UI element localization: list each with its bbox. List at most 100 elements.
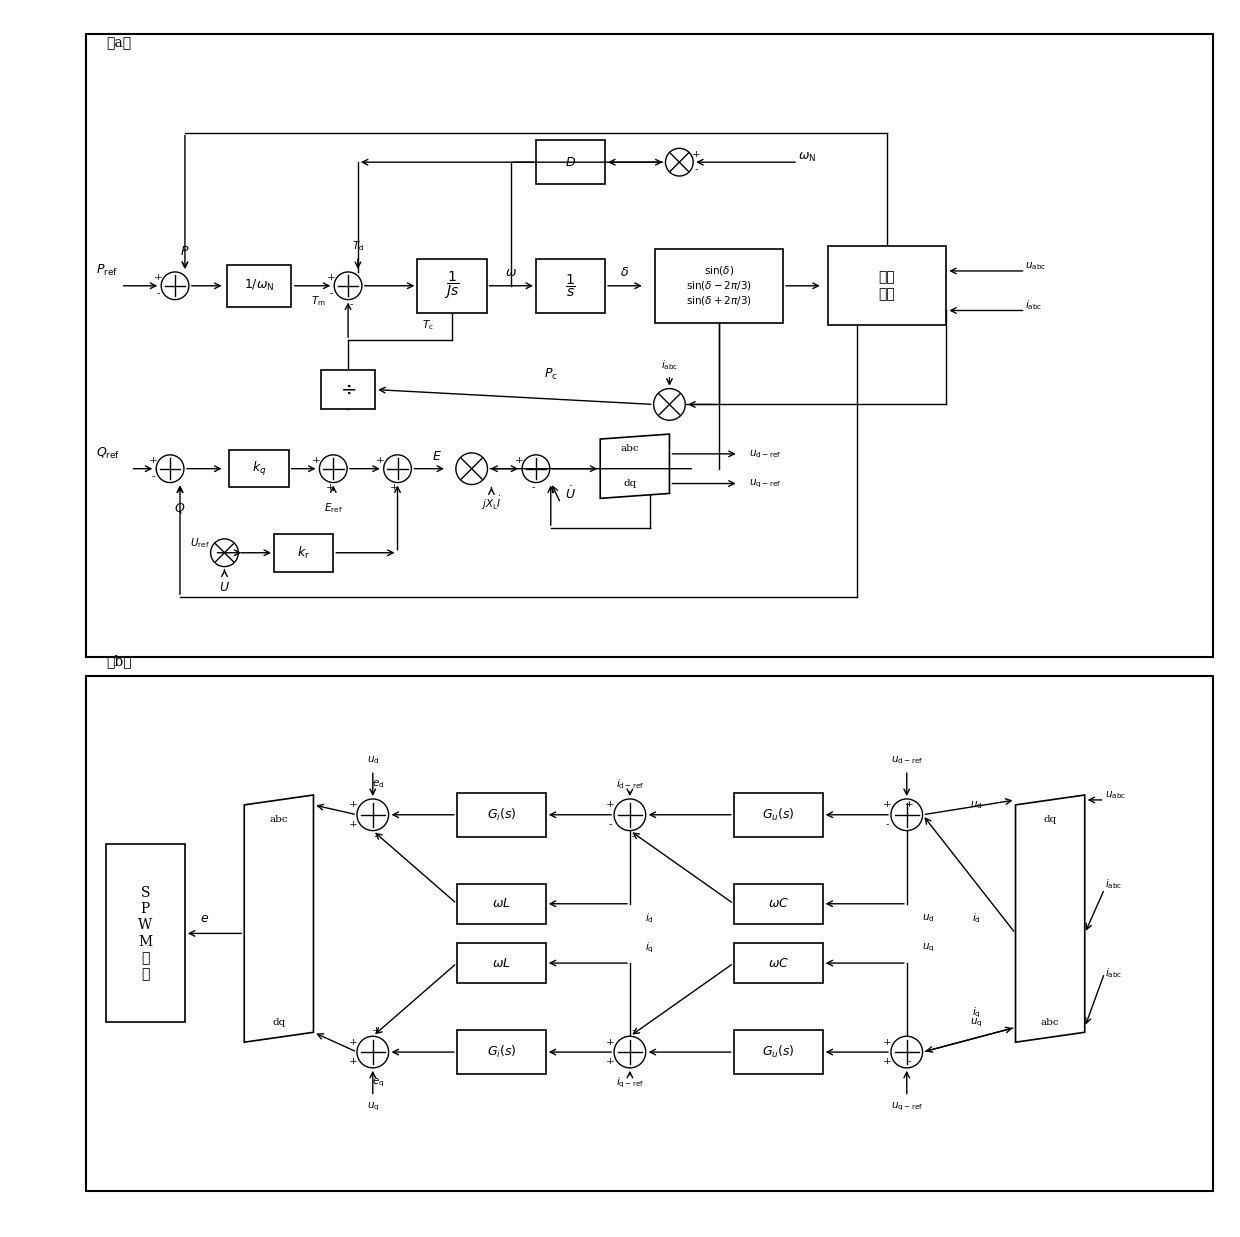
Text: dq: dq	[273, 1018, 285, 1027]
Text: +: +	[372, 1025, 381, 1035]
Text: +: +	[348, 1038, 357, 1047]
Bar	[229, 450, 289, 487]
Text: +: +	[154, 273, 162, 282]
Text: $P$: $P$	[180, 245, 190, 257]
Text: $\dfrac{1}{Js}$: $\dfrac{1}{Js}$	[444, 270, 460, 302]
Circle shape	[357, 799, 388, 830]
Text: $1/\omega_{\rm N}$: $1/\omega_{\rm N}$	[244, 278, 274, 293]
Text: $i_{\rm abc}$: $i_{\rm abc}$	[1025, 298, 1043, 313]
Text: +: +	[605, 1038, 615, 1047]
Text: S
P
W
M
调
制: S P W M 调 制	[138, 886, 153, 981]
Text: $i_{\rm abc}$: $i_{\rm abc}$	[661, 357, 678, 372]
Text: $i_{\rm abc}$: $i_{\rm abc}$	[1105, 877, 1122, 891]
Text: +: +	[883, 1038, 892, 1047]
Circle shape	[156, 455, 184, 482]
Text: $T_{\rm m}$: $T_{\rm m}$	[311, 293, 326, 308]
Text: $\div$: $\div$	[340, 381, 356, 398]
Text: $u_{\rm q-ref}$: $u_{\rm q-ref}$	[890, 1100, 923, 1112]
Bar	[227, 265, 291, 307]
Bar	[456, 793, 546, 837]
Text: $G_u(s)$: $G_u(s)$	[761, 1044, 795, 1060]
Text: $i_{\rm abc}$: $i_{\rm abc}$	[1105, 966, 1122, 980]
Bar	[418, 259, 486, 313]
Text: $e_{\rm q}$: $e_{\rm q}$	[372, 1076, 384, 1089]
Bar	[456, 944, 546, 983]
Text: $\dfrac{1}{s}$: $\dfrac{1}{s}$	[565, 272, 575, 299]
Text: $i_{\rm q}$: $i_{\rm q}$	[972, 1006, 981, 1019]
Bar	[86, 677, 1213, 1190]
Text: $u_{\rm q}$: $u_{\rm q}$	[970, 1017, 982, 1029]
Text: $E$: $E$	[432, 450, 441, 464]
Circle shape	[383, 455, 412, 482]
Text: +: +	[149, 456, 157, 465]
Polygon shape	[600, 434, 670, 499]
Bar	[536, 259, 605, 313]
Text: 功率
计算: 功率 计算	[879, 271, 895, 301]
Text: $T_{\rm d}$: $T_{\rm d}$	[352, 239, 365, 254]
Text: $\omega C$: $\omega C$	[768, 897, 789, 910]
Text: $jX_{\rm L}\dot{I}$: $jX_{\rm L}\dot{I}$	[481, 495, 502, 512]
Bar	[734, 884, 822, 924]
Bar	[536, 140, 605, 184]
Text: $Q$: $Q$	[175, 501, 186, 516]
Circle shape	[522, 455, 549, 482]
Circle shape	[161, 272, 188, 299]
Text: $u_{\rm abc}$: $u_{\rm abc}$	[1025, 260, 1047, 272]
Text: $\omega L$: $\omega L$	[492, 956, 511, 970]
Text: -: -	[694, 166, 698, 174]
Text: $u_{\rm d}$: $u_{\rm d}$	[367, 755, 379, 766]
Text: +: +	[605, 800, 615, 809]
Text: +: +	[376, 456, 386, 465]
Text: $u_{\rm d}$: $u_{\rm d}$	[970, 799, 982, 810]
Text: $e_{\rm d}$: $e_{\rm d}$	[372, 778, 384, 790]
Text: $G_i(s)$: $G_i(s)$	[486, 807, 516, 823]
Bar	[655, 249, 784, 323]
Text: $\delta$: $\delta$	[620, 266, 630, 280]
Text: -: -	[885, 820, 889, 829]
Polygon shape	[244, 795, 314, 1043]
Text: $U$: $U$	[219, 581, 229, 594]
Text: $\omega L$: $\omega L$	[492, 897, 511, 910]
Text: -: -	[609, 820, 611, 829]
Text: $i_{\rm q}$: $i_{\rm q}$	[645, 941, 653, 955]
Text: -: -	[350, 301, 353, 309]
Bar	[456, 1030, 546, 1074]
Bar	[321, 370, 376, 409]
Bar	[86, 33, 1213, 657]
Circle shape	[666, 148, 693, 176]
Text: -: -	[631, 1025, 635, 1035]
Circle shape	[456, 453, 487, 485]
Text: -: -	[531, 482, 534, 492]
Circle shape	[335, 272, 362, 299]
Text: （a）: （a）	[105, 37, 131, 51]
Text: $i_{\rm d}$: $i_{\rm d}$	[645, 912, 653, 925]
Circle shape	[653, 388, 686, 421]
Text: $\dot{U}$: $\dot{U}$	[565, 485, 577, 502]
Text: $\omega$: $\omega$	[505, 266, 517, 280]
Text: $k_{q}$: $k_{q}$	[252, 460, 267, 477]
Circle shape	[320, 455, 347, 482]
Text: $u_{\rm q}$: $u_{\rm q}$	[921, 943, 934, 955]
Polygon shape	[1016, 795, 1085, 1043]
Text: $i_{\rm d}$: $i_{\rm d}$	[972, 912, 981, 925]
Text: -: -	[151, 473, 155, 481]
Text: +: +	[515, 456, 523, 465]
Text: dq: dq	[624, 479, 636, 489]
Text: $\omega C$: $\omega C$	[768, 956, 789, 970]
Text: $\sin(\delta)$
$\sin(\delta-2\pi/3)$
$\sin(\delta+2\pi/3)$: $\sin(\delta)$ $\sin(\delta-2\pi/3)$ $\s…	[686, 265, 751, 307]
Bar	[734, 1030, 822, 1074]
Text: $D$: $D$	[565, 156, 577, 168]
Circle shape	[890, 1037, 923, 1068]
Circle shape	[614, 799, 646, 830]
Text: -: -	[374, 833, 377, 841]
Text: $T_{\rm c}$: $T_{\rm c}$	[423, 318, 434, 333]
Text: $u_{\rm q}$: $u_{\rm q}$	[367, 1100, 379, 1112]
Text: $P_{\rm c}$: $P_{\rm c}$	[544, 367, 558, 382]
Text: $i_{\rm d-ref}$: $i_{\rm d-ref}$	[615, 777, 644, 790]
Text: $u_{\rm d-ref}$: $u_{\rm d-ref}$	[749, 448, 781, 460]
Text: （b）: （b）	[105, 654, 131, 668]
Text: $u_{\rm abc}$: $u_{\rm abc}$	[1105, 789, 1126, 800]
Text: +: +	[605, 1058, 615, 1066]
Text: $G_u(s)$: $G_u(s)$	[761, 807, 795, 823]
Circle shape	[211, 539, 238, 567]
